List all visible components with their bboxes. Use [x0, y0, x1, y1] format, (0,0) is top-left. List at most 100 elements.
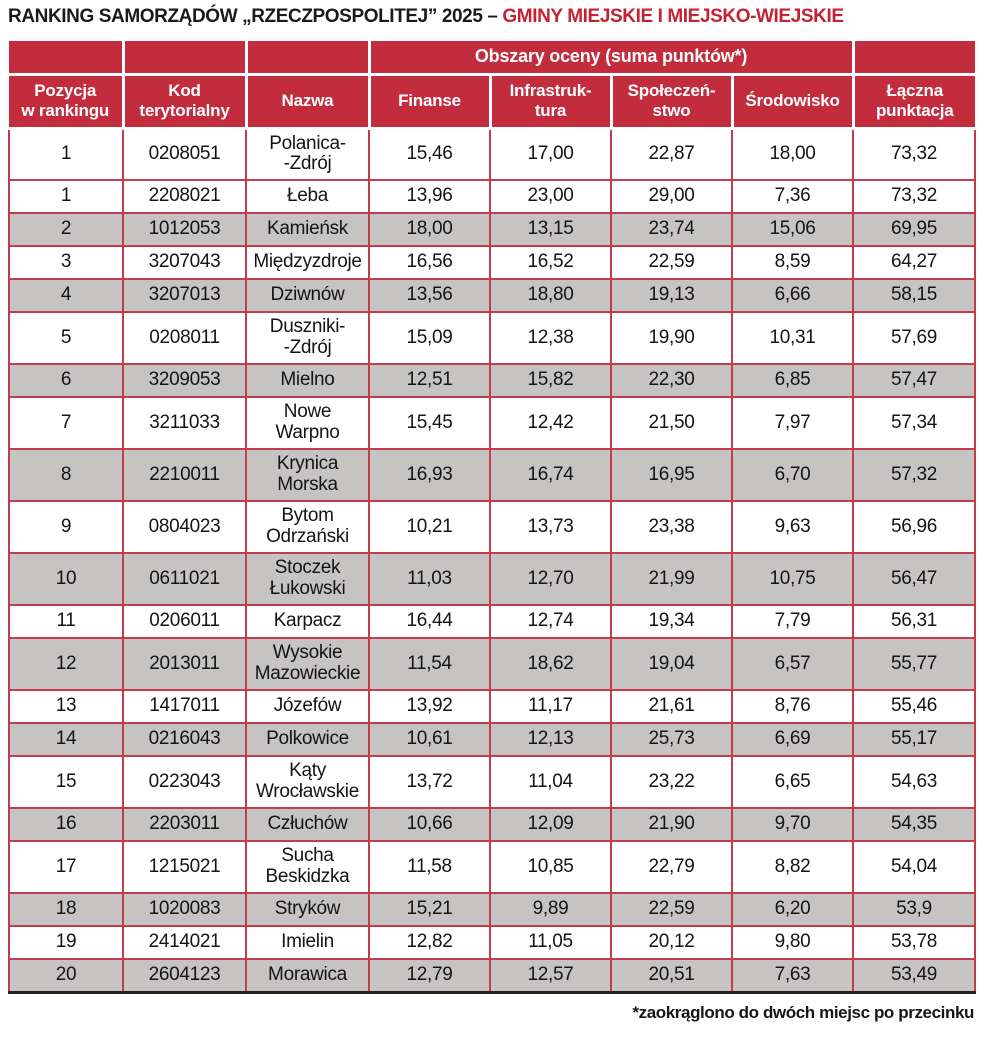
cell-laczna-punktacja: 55,77 [852, 637, 977, 691]
cell-infrastruktura: 12,74 [489, 604, 612, 639]
cell-nazwa: Polkowice [245, 722, 370, 757]
cell-nazwa: Polanica- -Zdrój [245, 128, 370, 181]
table-row: 15 0223043 Kąty Wrocławskie 13,72 11,04 23,22… [8, 755, 977, 809]
cell-pozycja-w-rankingu: 2 [8, 212, 124, 247]
cell-srodowisko: 6,70 [730, 448, 855, 502]
cell-laczna-punktacja: 53,78 [852, 925, 977, 960]
cell-srodowisko: 15,06 [730, 212, 855, 247]
cell-spoleczenstwo: 19,13 [610, 278, 733, 313]
cell-kod-terytorialny: 0223043 [122, 755, 247, 809]
cell-kod-terytorialny: 2604123 [122, 958, 247, 993]
cell-infrastruktura: 10,85 [489, 840, 612, 894]
cell-laczna-punktacja: 54,63 [852, 755, 977, 809]
cell-kod-terytorialny: 2414021 [122, 925, 247, 960]
cell-nazwa: Wysokie Mazowieckie [245, 637, 370, 691]
cell-spoleczenstwo: 19,04 [610, 637, 733, 691]
cell-finanse: 13,56 [368, 278, 491, 313]
group-header-spacer [851, 41, 976, 76]
cell-pozycja-w-rankingu: 17 [8, 840, 124, 894]
cell-pozycja-w-rankingu: 1 [8, 179, 124, 214]
page: RANKING SAMORZĄDÓW „RZECZPOSPOLITEJ” 202… [0, 6, 982, 1023]
cell-finanse: 10,21 [368, 500, 491, 554]
cell-infrastruktura: 11,04 [489, 755, 612, 809]
cell-infrastruktura: 15,82 [489, 363, 612, 398]
table-row: 5 0208011 Duszniki- -Zdrój 15,09 12,38 19,90 1… [8, 311, 977, 365]
cell-pozycja-w-rankingu: 1 [8, 128, 124, 181]
cell-pozycja-w-rankingu: 14 [8, 722, 124, 757]
cell-spoleczenstwo: 16,95 [610, 448, 733, 502]
cell-nazwa: Imielin [245, 925, 370, 960]
cell-infrastruktura: 12,70 [489, 552, 612, 606]
cell-finanse: 15,45 [368, 396, 491, 450]
cell-nazwa: Człuchów [245, 807, 370, 842]
table-row: 20 2604123 Morawica 12,79 12,57 20,51 7,63 53,4… [8, 958, 977, 993]
group-header-spacer [9, 41, 125, 76]
cell-spoleczenstwo: 21,90 [610, 807, 733, 842]
cell-spoleczenstwo: 23,74 [610, 212, 733, 247]
cell-finanse: 16,56 [368, 245, 491, 280]
cell-laczna-punktacja: 57,47 [852, 363, 977, 398]
cell-pozycja-w-rankingu: 9 [8, 500, 124, 554]
cell-nazwa: Kamieńsk [245, 212, 370, 247]
cell-infrastruktura: 18,62 [489, 637, 612, 691]
cell-srodowisko: 9,80 [730, 925, 855, 960]
cell-nazwa: Międzyzdroje [245, 245, 370, 280]
cell-finanse: 11,03 [368, 552, 491, 606]
table-row: 11 0206011 Karpacz 16,44 12,74 19,34 7,79 56,31 [8, 604, 977, 639]
cell-pozycja-w-rankingu: 10 [8, 552, 124, 606]
cell-nazwa: Stoczek Łukowski [245, 552, 370, 606]
cell-finanse: 13,92 [368, 689, 491, 724]
cell-infrastruktura: 12,38 [489, 311, 612, 365]
cell-nazwa: Łeba [245, 179, 370, 214]
cell-nazwa: Mielno [245, 363, 370, 398]
cell-laczna-punktacja: 53,9 [852, 892, 977, 927]
cell-nazwa: Karpacz [245, 604, 370, 639]
cell-pozycja-w-rankingu: 3 [8, 245, 124, 280]
cell-srodowisko: 6,20 [730, 892, 855, 927]
cell-srodowisko: 10,75 [730, 552, 855, 606]
cell-pozycja-w-rankingu: 11 [8, 604, 124, 639]
cell-laczna-punktacja: 64,27 [852, 245, 977, 280]
group-header-label: Obszary oceny (suma punktów*) [367, 41, 855, 76]
cell-srodowisko: 6,65 [730, 755, 855, 809]
cell-srodowisko: 10,31 [730, 311, 855, 365]
table-row: 10 0611021 Stoczek Łukowski 11,03 12,70 21,99… [8, 552, 977, 606]
cell-nazwa: Stryków [245, 892, 370, 927]
cell-infrastruktura: 12,57 [489, 958, 612, 993]
cell-infrastruktura: 18,80 [489, 278, 612, 313]
cell-pozycja-w-rankingu: 19 [8, 925, 124, 960]
cell-kod-terytorialny: 1012053 [122, 212, 247, 247]
cell-finanse: 12,82 [368, 925, 491, 960]
cell-spoleczenstwo: 23,22 [610, 755, 733, 809]
cell-kod-terytorialny: 0216043 [122, 722, 247, 757]
cell-infrastruktura: 13,73 [489, 500, 612, 554]
column-header-nazwa: Nazwa [244, 72, 371, 130]
group-header-row: Obszary oceny (suma punktów*) [9, 41, 976, 76]
cell-infrastruktura: 12,13 [489, 722, 612, 757]
cell-srodowisko: 7,63 [730, 958, 855, 993]
cell-srodowisko: 9,63 [730, 500, 855, 554]
cell-kod-terytorialny: 0206011 [122, 604, 247, 639]
cell-pozycja-w-rankingu: 5 [8, 311, 124, 365]
cell-srodowisko: 7,36 [730, 179, 855, 214]
cell-pozycja-w-rankingu: 4 [8, 278, 124, 313]
column-header-row: Pozycja w rankingu Kod terytorialny Nazwa F… [9, 72, 976, 130]
cell-kod-terytorialny: 1417011 [122, 689, 247, 724]
cell-finanse: 11,54 [368, 637, 491, 691]
cell-spoleczenstwo: 21,61 [610, 689, 733, 724]
table-row: 8 2210011 Krynica Morska 16,93 16,74 16,95 6,7… [8, 448, 977, 502]
table-row: 6 3209053 Mielno 12,51 15,82 22,30 6,85 57,47 [8, 363, 977, 398]
cell-spoleczenstwo: 20,51 [610, 958, 733, 993]
cell-spoleczenstwo: 20,12 [610, 925, 733, 960]
cell-srodowisko: 8,82 [730, 840, 855, 894]
cell-pozycja-w-rankingu: 20 [8, 958, 124, 993]
column-header-pozycja-w-rankingu: Pozycja w rankingu [9, 72, 125, 130]
cell-finanse: 12,79 [368, 958, 491, 993]
cell-laczna-punktacja: 55,46 [852, 689, 977, 724]
column-header-finanse: Finanse [367, 72, 492, 130]
cell-nazwa: Krynica Morska [245, 448, 370, 502]
cell-nazwa: Dziwnów [245, 278, 370, 313]
cell-infrastruktura: 16,52 [489, 245, 612, 280]
cell-kod-terytorialny: 3207013 [122, 278, 247, 313]
cell-kod-terytorialny: 0611021 [122, 552, 247, 606]
